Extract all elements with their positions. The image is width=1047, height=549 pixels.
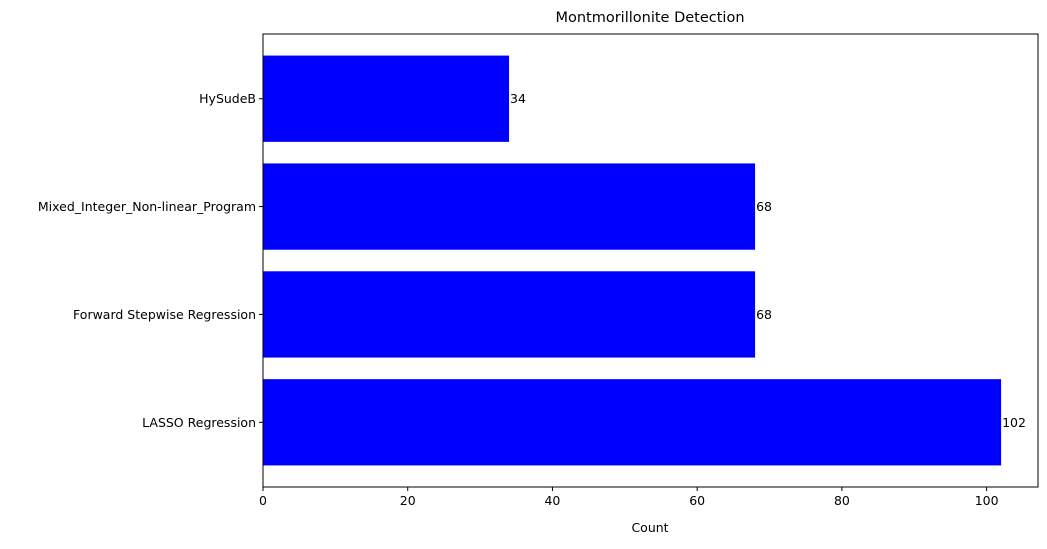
y-tick-label-mixed-integer-non-linear-program: Mixed_Integer_Non-linear_Program [38, 199, 256, 214]
data-label-lasso-regression: 102 [1002, 415, 1026, 430]
y-axis: LASSO Regression Forward Stepwise Regress… [38, 91, 263, 430]
chart-title: Montmorillonite Detection [555, 10, 744, 26]
data-labels-layer: 102 68 68 34 [510, 91, 1026, 430]
data-label-forward-stepwise-regression: 68 [756, 307, 772, 322]
x-axis: 0 20 40 60 80 100 [259, 487, 999, 508]
bars-layer [263, 55, 1002, 466]
data-label-hysudeb: 34 [510, 91, 526, 106]
x-axis-label: Count [631, 520, 668, 535]
x-tick-label-100: 100 [975, 493, 999, 508]
bar-hysudeb [263, 55, 510, 142]
y-tick-label-hysudeb: HySudeB [199, 91, 256, 106]
x-tick-label-0: 0 [259, 493, 267, 508]
x-tick-label-80: 80 [834, 493, 850, 508]
bar-lasso-regression [263, 379, 1002, 466]
y-tick-label-forward-stepwise-regression: Forward Stepwise Regression [73, 307, 256, 322]
bar-mixed-integer-non-linear-program [263, 163, 756, 250]
data-label-mixed-integer-non-linear-program: 68 [756, 199, 772, 214]
y-tick-label-lasso-regression: LASSO Regression [142, 415, 256, 430]
x-tick-label-20: 20 [400, 493, 416, 508]
bar-forward-stepwise-regression [263, 271, 756, 358]
plot-frame [262, 33, 1039, 488]
x-tick-label-40: 40 [544, 493, 560, 508]
x-tick-label-60: 60 [689, 493, 705, 508]
